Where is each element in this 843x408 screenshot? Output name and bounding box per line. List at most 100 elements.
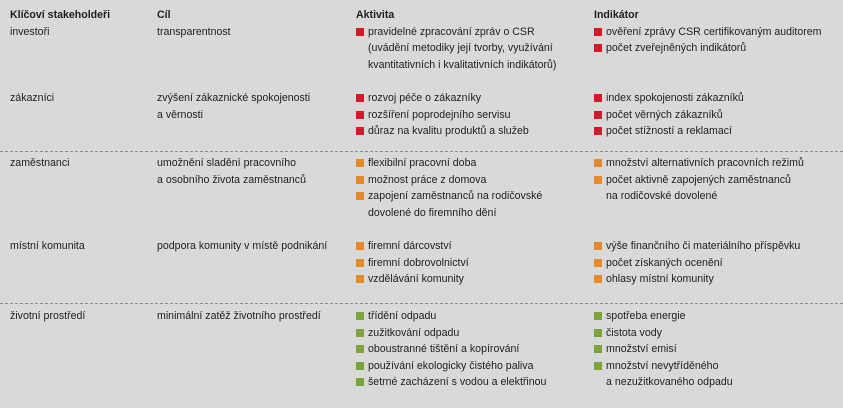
column-header: Klíčoví stakeholdeři (10, 9, 111, 21)
activity-item: flexibilní pracovní doba (356, 155, 584, 172)
activity-item: (uvádění metodiky její tvorby, využívání (368, 42, 553, 55)
indicator-item: počet aktivně zapojených zaměstnanců (594, 172, 839, 189)
bullet-square-icon (356, 192, 364, 201)
activity-item: oboustranné tištění a kopírování (356, 341, 584, 358)
activity-item: třídění odpadu (356, 308, 584, 325)
goal-text: transparentnost (157, 25, 231, 38)
goal-text: podpora komunity v místě podnikání (157, 240, 328, 252)
bullet-square-icon (356, 361, 364, 370)
section-divider (0, 151, 843, 152)
stakeholder-cell: Klíčoví stakeholdeři investoři (10, 7, 150, 40)
bullet-square-icon (594, 44, 602, 53)
column-header: Cíl (157, 9, 171, 21)
bullet-square-icon (594, 242, 602, 250)
goal-text: zvýšení zákaznické spokojenosti (157, 92, 311, 104)
bullet-square-icon (356, 258, 364, 267)
activity-item: dovolené do firemního dění (368, 206, 497, 219)
goal-cell: minimální zatěž životního prostředí (157, 308, 353, 325)
indicator-item: a nezužitkovaného odpadu (606, 376, 733, 389)
indicator-item: počet zveřejněných indikátorů (594, 40, 839, 57)
bullet-square-icon (356, 27, 364, 36)
bullet-square-icon (356, 312, 364, 320)
goal-text: umožnění sladění pracovního (157, 157, 296, 169)
stakeholder-label: životní prostředí (10, 310, 86, 322)
indicator-item: počet stížností a reklamací (594, 123, 839, 140)
activity-item: šetrné zacházení s vodou a elektřinou (356, 374, 584, 391)
indicator-cell: spotřeba energie čistota vody množství emi… (594, 308, 839, 391)
indicator-item: na rodičovské dovolené (606, 190, 718, 203)
bullet-square-icon (356, 159, 364, 167)
stakeholder-label: investoři (10, 25, 50, 38)
column-header: Aktivita (356, 9, 395, 21)
goal-text: a osobního života zaměstnanců (157, 173, 306, 186)
activity-cell: Aktivita pravidelné zpracování zpráv o CS… (356, 7, 584, 73)
bullet-square-icon (594, 27, 602, 36)
activity-item: používání ekologicky čistého paliva (356, 358, 584, 375)
stakeholder-cell: místní komunita (10, 238, 150, 255)
bullet-square-icon (356, 378, 364, 387)
stakeholder-label: zaměstnanci (10, 157, 70, 169)
stakeholder-label: zákazníci (10, 92, 55, 104)
bullet-square-icon (594, 258, 602, 267)
indicator-item: výše finančního či materiálního příspěvk… (594, 238, 839, 255)
indicator-item: počet získaných ocenění (594, 255, 839, 272)
bullet-square-icon (594, 312, 602, 320)
bullet-square-icon (594, 345, 602, 354)
bullet-square-icon (594, 159, 602, 167)
goal-cell: umožnění sladění pracovního a osobního ži… (157, 155, 353, 188)
activity-item: firemní dobrovolnictví (356, 255, 584, 272)
bullet-square-icon (356, 328, 364, 337)
stakeholder-cell: zaměstnanci (10, 155, 150, 172)
indicator-item: index spokojenosti zákazníků (594, 90, 839, 107)
goal-text: a věrnosti (157, 108, 203, 121)
bullet-square-icon (594, 361, 602, 370)
activity-cell: třídění odpadu zužitkování odpadu oboustra… (356, 308, 584, 391)
stakeholder-cell: životní prostředí (10, 308, 150, 325)
activity-item: rozšíření poprodejního servisu (356, 107, 584, 124)
goal-cell: Cíl transparentnost (157, 7, 353, 40)
activity-item: zapojení zaměstnanců na rodičovské (356, 188, 584, 205)
bullet-square-icon (356, 94, 364, 102)
indicator-item: množství nevytříděného (594, 358, 839, 375)
goal-cell: zvýšení zákaznické spokojenosti a věrnost… (157, 90, 353, 123)
column-header: Indikátor (594, 9, 639, 21)
indicator-item: čistota vody (594, 325, 839, 342)
stakeholder-cell: zákazníci (10, 90, 150, 107)
activity-cell: rozvoj péče o zákazníky rozšíření poprode… (356, 90, 584, 140)
bullet-square-icon (594, 328, 602, 337)
activity-item: rozvoj péče o zákazníky (356, 90, 584, 107)
bullet-square-icon (356, 345, 364, 354)
activity-item: zužitkování odpadu (356, 325, 584, 342)
indicator-item: ověření zprávy CSR certifikovaným audito… (594, 24, 839, 41)
bullet-square-icon (594, 94, 602, 102)
stakeholder-label: místní komunita (10, 240, 85, 252)
bullet-square-icon (356, 242, 364, 250)
activity-item: vzdělávání komunity (356, 271, 584, 288)
bullet-square-icon (594, 275, 602, 284)
indicator-item: množství alternativních pracovních režim… (594, 155, 839, 172)
section-divider (0, 303, 843, 304)
bullet-square-icon (356, 127, 364, 136)
indicator-cell: index spokojenosti zákazníků počet věrnýc… (594, 90, 839, 140)
indicator-cell: množství alternativních pracovních režim… (594, 155, 839, 205)
activity-item: důraz na kvalitu produktů a služeb (356, 123, 584, 140)
bullet-square-icon (594, 110, 602, 119)
activity-item: možnost práce z domova (356, 172, 584, 189)
activity-item: firemní dárcovství (356, 238, 584, 255)
indicator-item: množství emisí (594, 341, 839, 358)
bullet-square-icon (594, 127, 602, 136)
indicator-cell: Indikátor ověření zprávy CSR certifikovan… (594, 7, 839, 57)
bullet-square-icon (356, 175, 364, 184)
indicator-item: počet věrných zákazníků (594, 107, 839, 124)
bullet-square-icon (356, 110, 364, 119)
goal-cell: podpora komunity v místě podnikání (157, 238, 353, 255)
bullet-square-icon (356, 275, 364, 284)
goal-text: minimální zatěž životního prostředí (157, 310, 321, 322)
activity-item: pravidelné zpracování zpráv o CSR (356, 24, 584, 41)
activity-item: kvantitativních i kvalitativních indikát… (368, 58, 557, 71)
indicator-item: spotřeba energie (594, 308, 839, 325)
activity-cell: flexibilní pracovní doba možnost práce z … (356, 155, 584, 221)
activity-cell: firemní dárcovství firemní dobrovolnictví… (356, 238, 584, 288)
indicator-cell: výše finančního či materiálního příspěvk… (594, 238, 839, 288)
